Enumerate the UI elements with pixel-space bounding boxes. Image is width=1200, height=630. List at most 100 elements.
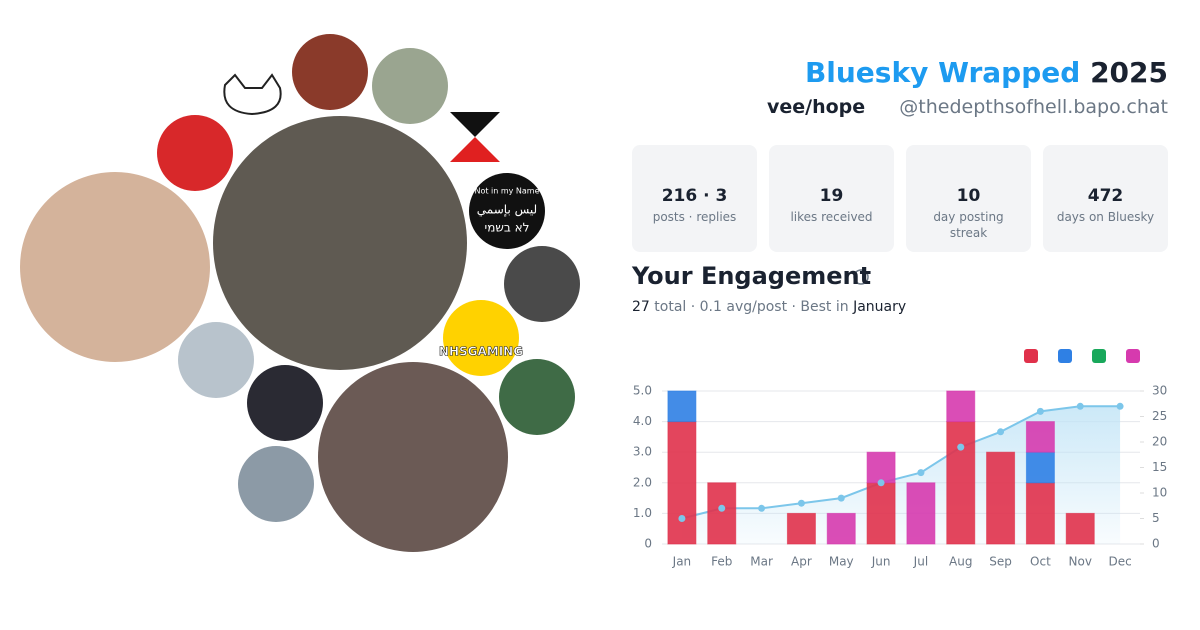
x-tick-label: Jun [871, 555, 891, 569]
y2-tick-label: 10 [1152, 486, 1167, 500]
x-tick-label: Apr [791, 555, 812, 569]
title-year: 2025 [1090, 56, 1168, 89]
y-tick-label: 4.0 [633, 414, 652, 428]
line [681, 405, 1121, 520]
x-tick-label: Sep [989, 555, 1012, 569]
avatar-text: NHSGAMING [439, 345, 523, 359]
total: 27 [632, 299, 650, 315]
y2-tick-label: 0 [1152, 537, 1160, 551]
avatar [318, 362, 508, 552]
y2-tick-label: 25 [1152, 409, 1167, 423]
bar [667, 421, 697, 545]
stat-value: 216 · 3 [661, 186, 728, 206]
y-tick-label: 0 [644, 537, 652, 551]
avatar [247, 365, 323, 441]
x-tick-label: Aug [949, 555, 972, 569]
avatar [213, 116, 467, 370]
x-tick-label: Mar [750, 555, 773, 569]
point [758, 504, 766, 512]
point [917, 469, 925, 477]
best-month: January [853, 299, 907, 315]
avatar [443, 300, 519, 376]
avatar [157, 115, 233, 191]
avatar [372, 48, 448, 124]
bar [826, 512, 856, 545]
point [678, 515, 686, 522]
stat-card: 216 · 3 posts · replies [632, 145, 757, 252]
x-tick-label: May [829, 555, 854, 569]
y2-tick-label: 15 [1152, 460, 1167, 474]
avatar [499, 359, 575, 435]
x-tick-label: Nov [1069, 555, 1092, 569]
y2-tick-label: 20 [1152, 435, 1167, 449]
bar [986, 451, 1016, 545]
point [1076, 402, 1084, 410]
legend-icon [1058, 349, 1072, 363]
info-icon [853, 269, 869, 285]
hourglass-top [450, 112, 500, 137]
point [1116, 402, 1124, 410]
point [997, 428, 1005, 436]
stat-value: 10 [956, 186, 981, 206]
title-brand: Bluesky Wrapped [804, 56, 1081, 89]
title: Bluesky Wrapped 2025 [805, 56, 1168, 89]
avatar [20, 172, 210, 362]
avatar-text: Not in my Name [474, 187, 539, 196]
stat-label: days on Bluesky [1056, 210, 1155, 224]
y2-tick-label: 5 [1152, 511, 1160, 525]
stat-label: posts · replies [652, 210, 737, 224]
avatar [469, 173, 545, 249]
bar [866, 451, 896, 484]
stat-card: 19 likes received [769, 145, 894, 252]
y-tick-label: 5.0 [633, 384, 652, 398]
y2-tick-label: 30 [1152, 384, 1167, 398]
x-tick-label: Feb [711, 555, 732, 569]
avatar [238, 446, 314, 522]
stat-value: 472 [1087, 186, 1124, 206]
point [837, 494, 845, 502]
bar [1025, 451, 1055, 484]
bar [667, 390, 697, 423]
stat-card: 10 day posting streak [906, 145, 1031, 252]
y-tick-label: 1.0 [633, 506, 652, 520]
bar [906, 482, 936, 545]
legend-icon [1092, 349, 1106, 363]
summary: 27 total · 0.1 avg/post · Best in Januar… [632, 299, 906, 315]
bar [1025, 482, 1055, 545]
x-tick-label: Oct [1030, 555, 1051, 569]
avatar [178, 322, 254, 398]
point [877, 479, 885, 487]
handle: @thedepthsofhell.bapo.chat [899, 96, 1168, 118]
summary-text: total · 0.1 avg/post · Best in [654, 299, 849, 315]
stat-card: 472 days on Bluesky [1043, 145, 1168, 252]
y-tick-label: 2.0 [633, 475, 652, 489]
section-title: Your Engagement [632, 262, 872, 290]
y-tick-label: 3.0 [633, 445, 652, 459]
point [957, 443, 965, 451]
avatar-text: ليس بإسمي [477, 203, 537, 218]
legend-icon [1126, 349, 1140, 363]
x-tick-label: Dec [1108, 555, 1131, 569]
cat-drawing [223, 73, 282, 116]
point [718, 504, 726, 512]
avatar [504, 246, 580, 322]
avatar [292, 34, 368, 110]
stat-label: day posting streak [933, 210, 1004, 240]
avatars: Not in my Name ليس بإسمي לא בשמי NHSGAMI… [20, 34, 580, 552]
hourglass-bottom [450, 137, 500, 162]
bar [866, 482, 896, 545]
point [1036, 407, 1044, 415]
avatar-text: לא בשמי [485, 221, 530, 235]
point [797, 499, 805, 507]
stat-value: 19 [819, 186, 844, 206]
bar [946, 421, 976, 545]
bar [1065, 512, 1095, 545]
stat-label: likes received [790, 210, 873, 224]
legend-icon [1024, 349, 1038, 363]
bar [946, 390, 976, 423]
x-tick-label: Jan [672, 555, 692, 569]
x-tick-label: Jul [913, 555, 928, 569]
bar [707, 482, 737, 545]
